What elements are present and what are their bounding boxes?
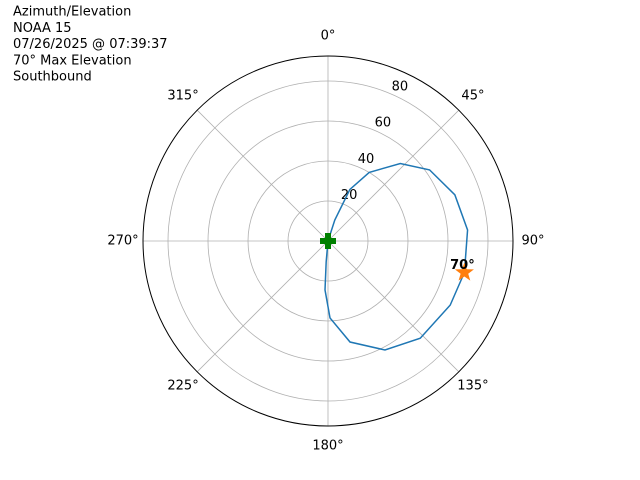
- r-tick-label: 80: [392, 79, 409, 94]
- axis-frame: [142, 55, 514, 427]
- theta-tick-label: 135°: [457, 378, 488, 393]
- theta-grid-line: [196, 109, 329, 242]
- theta-grid-line: [327, 240, 460, 373]
- theta-tick-label: 225°: [167, 378, 198, 393]
- title-line: Southbound: [13, 70, 92, 85]
- r-grid-line: [287, 200, 369, 282]
- theta-tick-label: 90°: [521, 234, 544, 249]
- title-line: 70° Max Elevation: [13, 53, 132, 68]
- title-line: NOAA 15: [13, 21, 72, 36]
- title-line: Azimuth/Elevation: [13, 5, 131, 20]
- theta-tick-label: 45°: [461, 89, 484, 104]
- r-tick-label: 40: [358, 152, 375, 167]
- r-grid-line: [167, 80, 489, 402]
- start-marker: [320, 233, 336, 249]
- theta-tick-label: 0°: [321, 29, 336, 44]
- max-label: 70°: [450, 258, 475, 273]
- max-marker: [454, 262, 474, 281]
- theta-tick-label: 315°: [167, 89, 198, 104]
- r-tick-label: 60: [375, 116, 392, 131]
- r-grid-line: [247, 160, 409, 322]
- r-grid-line: [207, 120, 449, 362]
- theta-tick-label: 270°: [107, 234, 138, 249]
- theta-grid-line: [196, 240, 329, 373]
- title-line: 07/26/2025 @ 07:39:37: [13, 37, 168, 52]
- theta-grid-line: [327, 109, 460, 242]
- theta-tick-label: 180°: [312, 439, 343, 454]
